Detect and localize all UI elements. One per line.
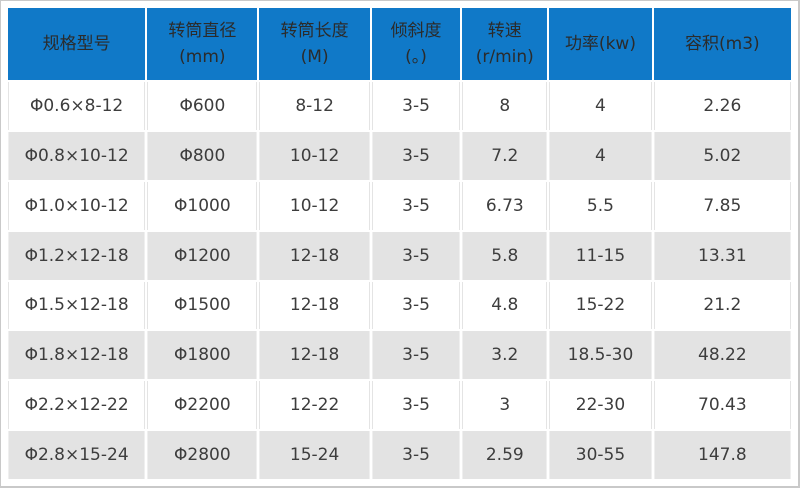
table-cell: 7.2: [462, 131, 548, 180]
table-cell: 3-5: [371, 281, 461, 330]
table-cell: 13.31: [653, 231, 791, 280]
table-cell: 8-12: [259, 82, 370, 130]
table-row: Φ1.0×10-12 Φ1000 10-12 3-5 6.73 5.5 7.85: [8, 181, 791, 230]
table-cell: Φ1800: [147, 331, 258, 380]
table-cell: 15-22: [549, 281, 652, 330]
column-header-line2: (mm): [179, 47, 226, 67]
table-cell: 22-30: [549, 381, 652, 430]
table-cell: 12-18: [259, 331, 370, 380]
table-cell: 3-5: [371, 181, 461, 230]
column-header-line1: 转速: [487, 20, 522, 41]
table-cell: 3-5: [371, 381, 461, 430]
table-cell: 5.8: [462, 231, 548, 280]
table-cell: 5.5: [549, 181, 652, 230]
table-cell: 147.8: [653, 431, 791, 479]
column-header-line2: (。): [405, 47, 427, 67]
header-row: 规格型号 转筒直径 (mm) 转筒长度 (M) 倾斜度 (。) 转速 (r/min) 功率(kw)…: [8, 8, 791, 80]
table-cell: Φ1.8×12-18: [8, 331, 146, 380]
table-cell: 2.59: [462, 431, 548, 479]
table-cell: 3-5: [371, 431, 461, 479]
table-cell: 70.43: [653, 381, 791, 430]
spec-table-body: Φ0.6×8-12 Φ600 8-12 3-5 8 4 2.26 Φ0.8×10-12 Φ800…: [8, 82, 791, 479]
table-cell: Φ1.0×10-12: [8, 181, 146, 230]
table-cell: 4.8: [462, 281, 548, 330]
column-header: 转速 (r/min): [462, 8, 548, 80]
table-cell: Φ800: [147, 131, 258, 180]
table-cell: 2.26: [653, 82, 791, 130]
table-cell: Φ1.2×12-18: [8, 231, 146, 280]
column-header-line1: 倾斜度: [390, 20, 442, 41]
table-cell: 30-55: [549, 431, 652, 479]
table-cell: Φ2800: [147, 431, 258, 479]
table-cell: 5.02: [653, 131, 791, 180]
column-header-line1: 转筒直径: [168, 20, 237, 41]
table-cell: 6.73: [462, 181, 548, 230]
table-cell: Φ1500: [147, 281, 258, 330]
table-cell: 3-5: [371, 231, 461, 280]
table-cell: Φ1.5×12-18: [8, 281, 146, 330]
table-cell: 18.5-30: [549, 331, 652, 380]
table-cell: 3-5: [371, 331, 461, 380]
column-header: 规格型号: [8, 8, 146, 80]
table-cell: 7.85: [653, 181, 791, 230]
table-cell: Φ2.8×15-24: [8, 431, 146, 479]
table-cell: Φ2.2×12-22: [8, 381, 146, 430]
table-cell: Φ0.8×10-12: [8, 131, 146, 180]
table-cell: 21.2: [653, 281, 791, 330]
table-cell: 48.22: [653, 331, 791, 380]
column-header-line1: 功率(kw): [564, 33, 636, 54]
table-cell: 3: [462, 381, 548, 430]
column-header: 容积(m3): [653, 8, 791, 80]
column-header-line2: (M): [300, 47, 329, 67]
table-cell: 3-5: [371, 131, 461, 180]
table-cell: 3.2: [462, 331, 548, 380]
table-cell: Φ0.6×8-12: [8, 82, 146, 130]
column-header-line1: 规格型号: [42, 33, 111, 54]
table-cell: Φ1200: [147, 231, 258, 280]
column-header: 转筒长度 (M): [259, 8, 370, 80]
table-cell: 10-12: [259, 131, 370, 180]
table-cell: 4: [549, 131, 652, 180]
column-header-line1: 容积(m3): [685, 33, 760, 54]
table-cell: Φ2200: [147, 381, 258, 430]
table-row: Φ1.2×12-18 Φ1200 12-18 3-5 5.8 11-15 13.31: [8, 231, 791, 280]
table-cell: 12-18: [259, 231, 370, 280]
table-row: Φ1.8×12-18 Φ1800 12-18 3-5 3.2 18.5-30 48.22: [8, 331, 791, 380]
table-row: Φ2.2×12-22 Φ2200 12-22 3-5 3 22-30 70.43: [8, 381, 791, 430]
table-row: Φ0.6×8-12 Φ600 8-12 3-5 8 4 2.26: [8, 82, 791, 130]
table-row: Φ1.5×12-18 Φ1500 12-18 3-5 4.8 15-22 21.2: [8, 281, 791, 330]
table-cell: 12-22: [259, 381, 370, 430]
table-cell: 10-12: [259, 181, 370, 230]
table-cell: 3-5: [371, 82, 461, 130]
column-header-line1: 转筒长度: [280, 20, 349, 41]
table-cell: 15-24: [259, 431, 370, 479]
table-cell: 4: [549, 82, 652, 130]
table-cell: 11-15: [549, 231, 652, 280]
column-header: 转筒直径 (mm): [147, 8, 258, 80]
table-row: Φ0.8×10-12 Φ800 10-12 3-5 7.2 4 5.02: [8, 131, 791, 180]
table-row: Φ2.8×15-24 Φ2800 15-24 3-5 2.59 30-55 147.8: [8, 431, 791, 479]
spec-table: 规格型号 转筒直径 (mm) 转筒长度 (M) 倾斜度 (。) 转速 (r/min) 功率(kw)…: [6, 6, 793, 481]
column-header: 功率(kw): [549, 8, 652, 80]
table-cell: Φ600: [147, 82, 258, 130]
spec-table-header: 规格型号 转筒直径 (mm) 转筒长度 (M) 倾斜度 (。) 转速 (r/min) 功率(kw)…: [8, 8, 791, 80]
column-header: 倾斜度 (。): [371, 8, 461, 80]
table-cell: 8: [462, 82, 548, 130]
column-header-line2: (r/min): [475, 47, 534, 67]
table-cell: Φ1000: [147, 181, 258, 230]
table-cell: 12-18: [259, 281, 370, 330]
